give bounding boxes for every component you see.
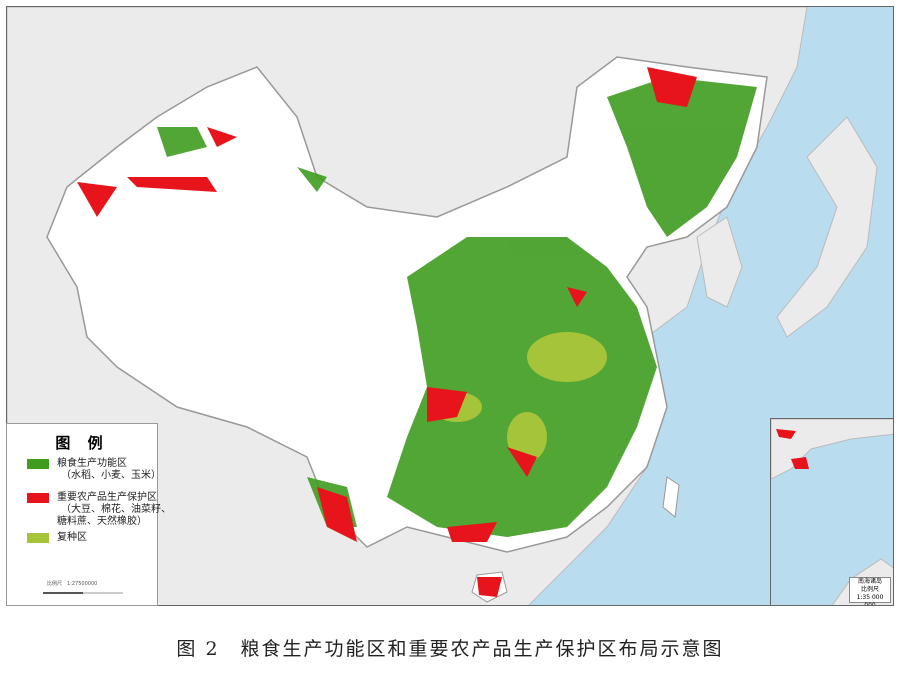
korea-japan bbox=[696, 116, 878, 338]
map-canvas bbox=[7, 7, 878, 605]
inset-label: 南海诸岛 比例尺 1:35 000 000 bbox=[849, 577, 891, 606]
double-swatch bbox=[27, 533, 49, 543]
legend: 图 例 粮食生产功能区 （水稻、小麦、玉米） 重要农产品生产保护区 （大豆、棉花… bbox=[6, 423, 171, 606]
inset-scale: 比例尺 bbox=[860, 586, 879, 593]
scale-text: 比例尺 1:27500000 bbox=[47, 581, 98, 587]
grain-swatch bbox=[27, 459, 49, 469]
legend-sub: （水稻、小麦、玉米） bbox=[61, 470, 161, 481]
map bbox=[6, 6, 894, 606]
legend-label: 复种区 bbox=[57, 532, 87, 543]
inset-title: 南海诸岛 bbox=[857, 578, 882, 585]
grain-zones bbox=[157, 77, 757, 537]
legend-label: 粮食生产功能区 bbox=[57, 458, 127, 469]
inset-ratio: 1:35 000 000 bbox=[856, 594, 884, 606]
legend-sub: 糖料蔗、天然橡胶） bbox=[57, 516, 147, 527]
legend-label: 重要农产品生产保护区 bbox=[57, 492, 157, 503]
taiwan-island bbox=[662, 476, 680, 518]
scale-bar bbox=[43, 592, 123, 594]
legend-sub: （大豆、棉花、油菜籽、 bbox=[61, 504, 171, 515]
south-china-sea-inset: 南海诸岛 比例尺 1:35 000 000 bbox=[770, 418, 894, 606]
protection-zones bbox=[77, 67, 697, 597]
legend-title: 图 例 bbox=[55, 434, 109, 452]
protection-swatch bbox=[27, 493, 49, 503]
figure-caption: 图 2 粮食生产功能区和重要农产品生产保护区布局示意图 bbox=[176, 638, 724, 660]
